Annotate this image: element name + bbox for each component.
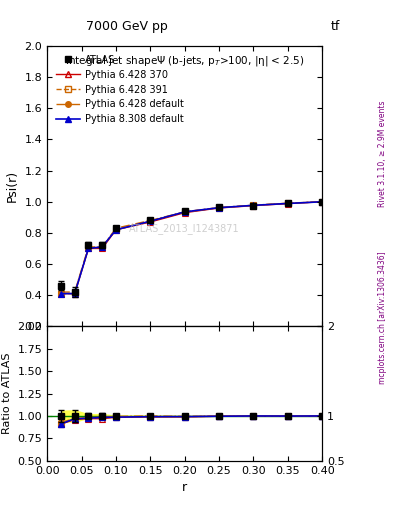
- Y-axis label: Psi(r): Psi(r): [6, 170, 19, 202]
- Text: mcplots.cern.ch [arXiv:1306.3436]: mcplots.cern.ch [arXiv:1306.3436]: [378, 251, 387, 384]
- Text: Rivet 3.1.10, ≥ 2.9M events: Rivet 3.1.10, ≥ 2.9M events: [378, 100, 387, 207]
- X-axis label: r: r: [182, 481, 187, 494]
- Text: Integral jet shapeΨ (b-jets, p$_T$>100, |η| < 2.5): Integral jet shapeΨ (b-jets, p$_T$>100, …: [65, 54, 305, 69]
- Text: ATLAS_2013_I1243871: ATLAS_2013_I1243871: [129, 223, 240, 233]
- Legend: ATLAS, Pythia 6.428 370, Pythia 6.428 391, Pythia 6.428 default, Pythia 8.308 de: ATLAS, Pythia 6.428 370, Pythia 6.428 39…: [52, 51, 188, 128]
- Text: tf: tf: [331, 20, 340, 33]
- Y-axis label: Ratio to ATLAS: Ratio to ATLAS: [2, 353, 12, 434]
- Text: 7000 GeV pp: 7000 GeV pp: [86, 20, 168, 33]
